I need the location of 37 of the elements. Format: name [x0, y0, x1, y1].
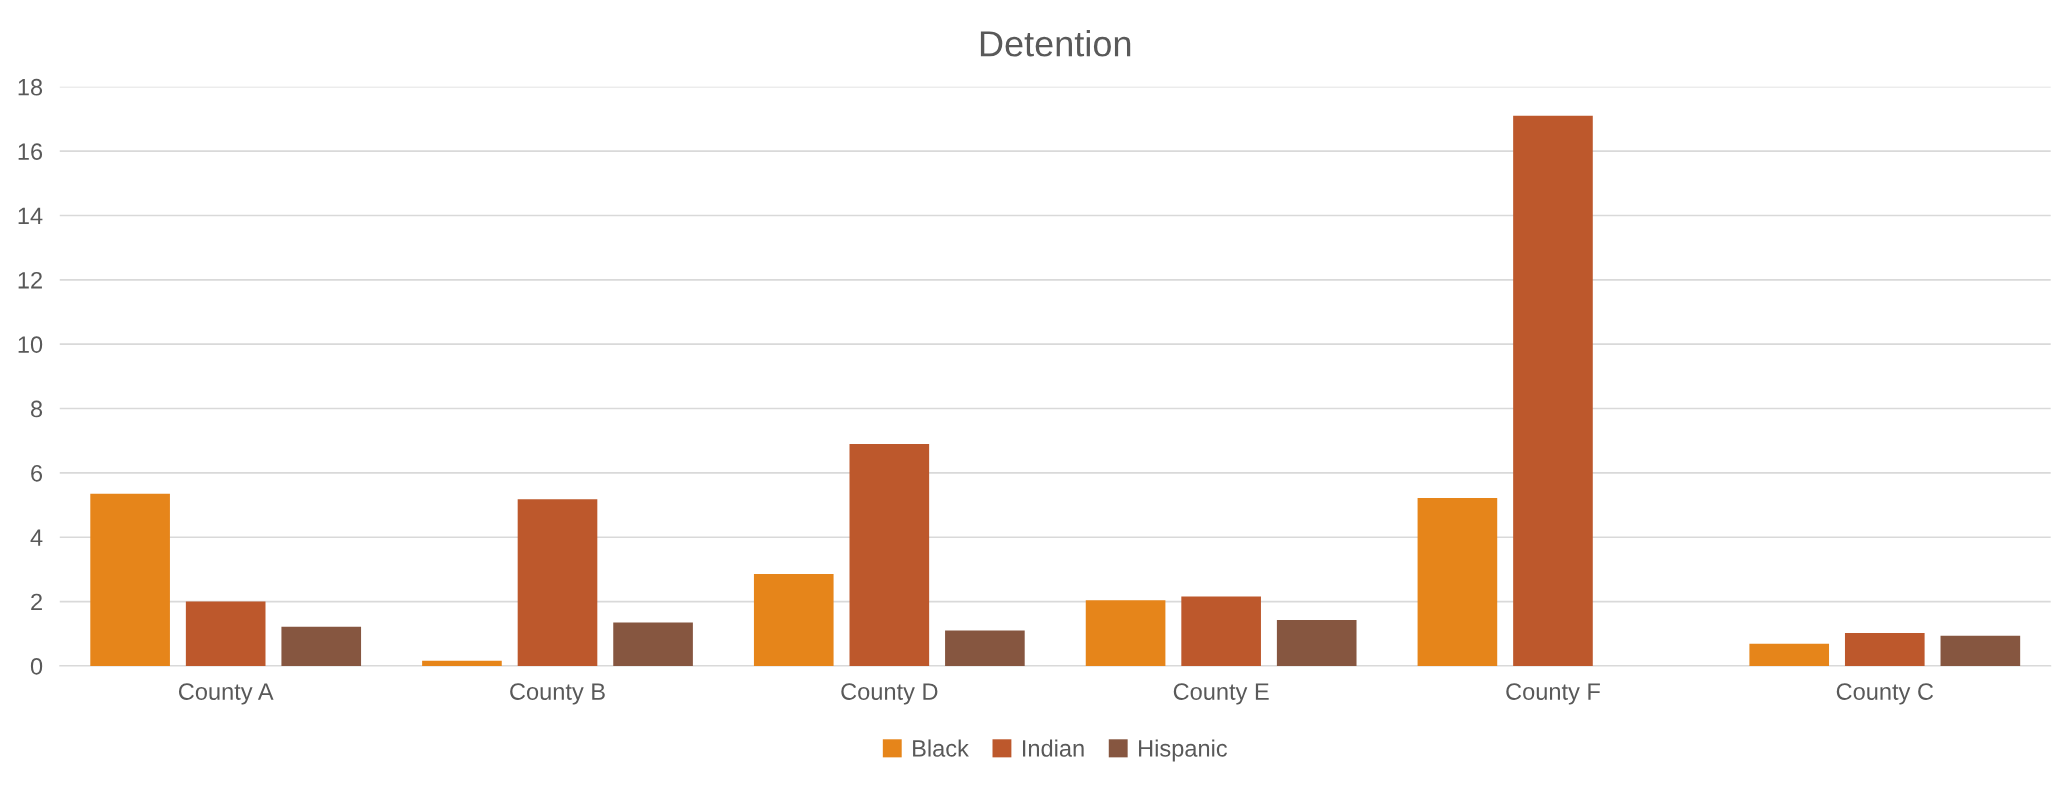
bar [753, 573, 834, 666]
bar [1085, 600, 1166, 666]
bar [1181, 596, 1261, 666]
y-tick-label: 2 [31, 593, 42, 611]
bar [1417, 497, 1498, 666]
y-tick-label: 0 [30, 657, 43, 675]
x-tick-label: County E [1173, 683, 1269, 705]
bar [281, 626, 362, 666]
bar [517, 499, 598, 666]
y-tick-label: 12 [18, 271, 42, 289]
bar [849, 443, 930, 666]
y-tick-label: 8 [31, 400, 43, 418]
x-tick-label: County C [1836, 683, 1934, 705]
bar [1276, 619, 1357, 666]
bar [613, 622, 693, 666]
x-tick-label: County F [1506, 683, 1600, 705]
y-tick-label: 6 [31, 464, 43, 482]
bar [422, 660, 502, 666]
legend-label: Black [913, 739, 969, 757]
bar [1940, 635, 2021, 666]
y-tick-label: 14 [18, 207, 43, 225]
bar [90, 493, 170, 666]
y-tick-label: 10 [18, 336, 43, 353]
bar [1749, 643, 1830, 666]
bar [185, 601, 266, 666]
bar [1513, 115, 1593, 666]
y-tick-label: 16 [18, 143, 43, 160]
chart-title: Detention [980, 30, 1131, 57]
x-tick-label: County B [510, 683, 605, 705]
bar [1844, 633, 1925, 666]
bar [945, 630, 1025, 666]
x-tick-label: County D [841, 683, 938, 705]
legend-label: Indian [1023, 739, 1084, 757]
y-tick-label: 4 [30, 529, 43, 546]
x-tick-label: County A [178, 683, 274, 705]
legend-label: Hispanic [1139, 739, 1228, 762]
y-tick-label: 18 [18, 78, 43, 96]
